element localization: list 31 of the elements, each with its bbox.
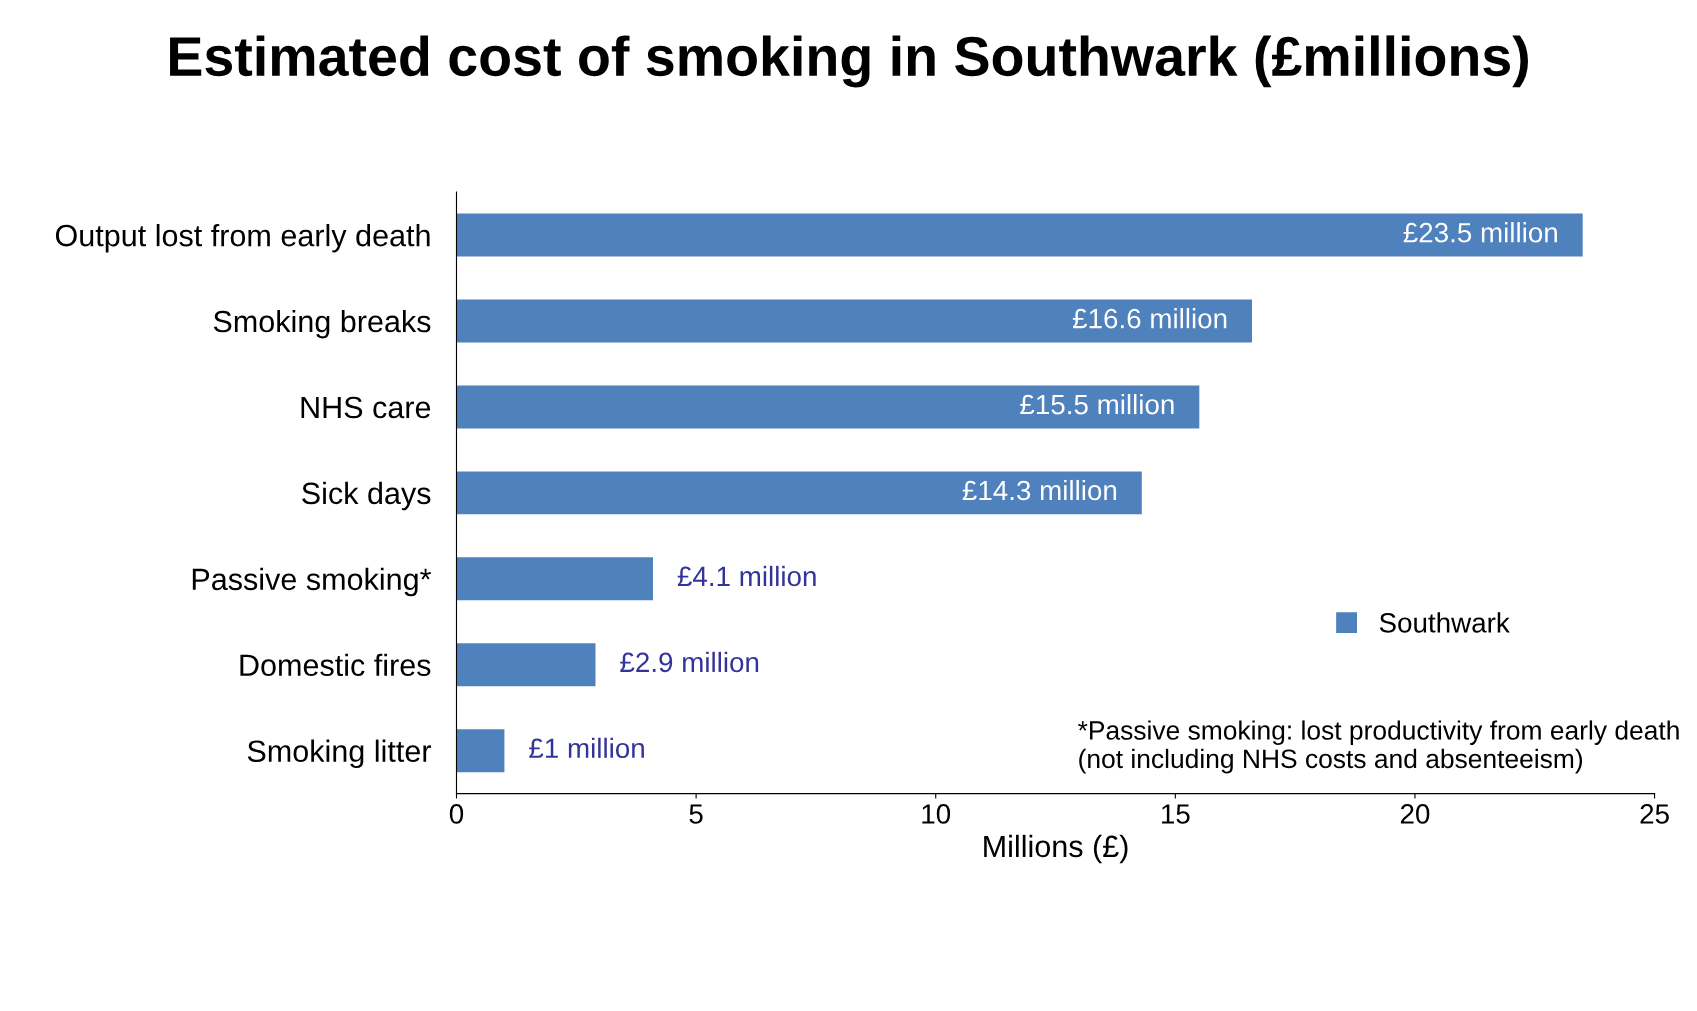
y-tick-label: NHS care: [301, 396, 431, 419]
y-tick-label: Domestic fires: [240, 653, 431, 677]
x-tick-label: 20: [1400, 804, 1430, 824]
bar: [456, 213, 1583, 257]
y-tick-label: Passive smoking*: [192, 567, 432, 597]
bar: [456, 729, 505, 773]
data-label: £14.3 million: [962, 479, 1117, 501]
data-label: £1 million: [529, 737, 644, 759]
bar: [456, 299, 1253, 343]
annotation: *Passive smoking: lost productivity from early death (not including NHS costs and absenteeism): [1078, 720, 1679, 774]
bar: [456, 471, 1142, 515]
data-label: £16.6 million: [1072, 308, 1227, 329]
y-tick-label: Smoking litter: [247, 739, 431, 769]
chart-title: Estimated cost of smoking in Southwark (£millions): [170, 35, 1528, 88]
x-tick-label: 0: [449, 804, 464, 824]
bar: [456, 643, 596, 687]
x-tick-label: 10: [922, 804, 951, 824]
data-label: £23.5 million: [1403, 222, 1557, 243]
legend-label: Southwark: [1379, 612, 1510, 633]
bar: [456, 385, 1200, 429]
x-tick-label: 15: [1162, 804, 1190, 824]
x-tick-label: 25: [1640, 804, 1669, 824]
y-tick-label: Sick days: [302, 481, 431, 511]
y-tick-label: Output lost from early death: [55, 223, 430, 253]
data-label: £15.5 million: [1020, 393, 1174, 415]
x-tick-label: 5: [689, 804, 703, 824]
data-label: £2.9 million: [620, 651, 759, 673]
y-tick-label: Smoking breaks: [213, 309, 431, 339]
x-axis-title: Millions (£): [984, 834, 1128, 864]
bar: [456, 557, 653, 601]
data-label: £4.1 million: [677, 565, 816, 587]
